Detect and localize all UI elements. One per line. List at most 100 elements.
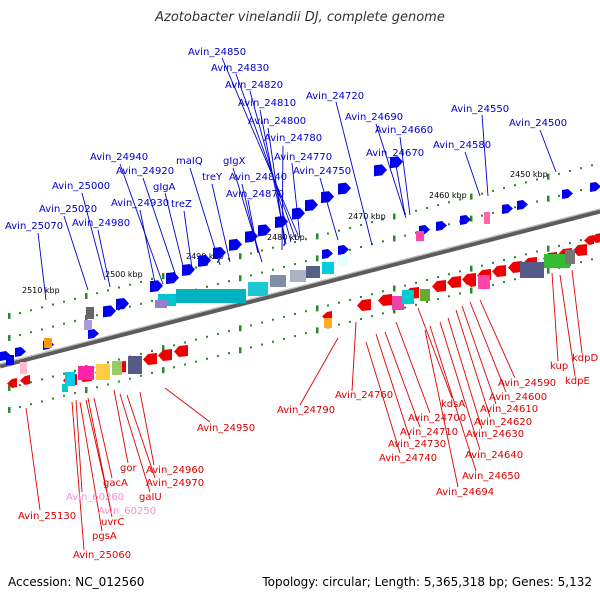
gene-label[interactable]: Avin_24950 — [197, 423, 255, 434]
gene-label[interactable]: gIgA — [153, 182, 176, 193]
gene-label[interactable]: Avin_24640 — [465, 450, 523, 461]
feature-block — [62, 384, 68, 392]
gene-label[interactable]: Avin_24800 — [248, 116, 306, 127]
gene-label[interactable]: Avin_60250 — [98, 506, 156, 517]
gene-label[interactable]: Avin_24750 — [293, 166, 351, 177]
gene-label[interactable]: gaIU — [139, 492, 162, 503]
leader-line — [559, 274, 576, 377]
gene-label[interactable]: Avin_24870 — [226, 189, 284, 200]
gene-label[interactable]: Avin_60260 — [66, 492, 124, 503]
gene-label[interactable]: treZ — [171, 199, 192, 210]
gene-label[interactable]: Avin_25130 — [18, 511, 76, 522]
tick-mark — [30, 309, 32, 312]
tick-mark — [536, 178, 538, 181]
forward-arrow — [338, 245, 349, 255]
tick-mark — [96, 314, 98, 317]
gene-label[interactable]: gacA — [103, 478, 128, 489]
leader-line — [464, 151, 481, 197]
gene-label[interactable]: Avin_24550 — [451, 104, 509, 115]
gene-label[interactable]: Avin_24590 — [498, 378, 556, 389]
gene-label[interactable]: Avin_25020 — [39, 204, 97, 215]
tick-mark — [85, 387, 88, 394]
gene-label[interactable]: Avin_25000 — [52, 181, 110, 192]
forward-arrow — [517, 200, 528, 210]
tick-mark — [30, 403, 32, 406]
gene-label[interactable]: Avin_24960 — [146, 465, 204, 476]
gene-label[interactable]: kdpE — [565, 376, 590, 387]
feature-block — [176, 289, 246, 303]
tick-mark — [52, 397, 54, 400]
tick-mark — [250, 252, 252, 255]
gene-label[interactable]: Avin_24830 — [211, 63, 269, 74]
reverse-arrow — [174, 345, 188, 357]
tick-mark — [228, 280, 230, 283]
gene-label[interactable]: gIgX — [223, 156, 246, 167]
gene-label[interactable]: Avin_24500 — [509, 118, 567, 129]
feature-block — [324, 318, 332, 328]
gene-label[interactable]: Avin_24670 — [366, 148, 424, 159]
forward-arrow — [322, 249, 333, 259]
gene-label[interactable]: kup — [550, 361, 568, 372]
gene-label[interactable]: Avin_24940 — [90, 152, 148, 163]
reverse-arrow — [158, 349, 172, 361]
gene-label[interactable]: gor — [120, 463, 137, 474]
gene-label[interactable]: Avin_24850 — [188, 47, 246, 58]
gene-label[interactable]: Avin_24760 — [335, 390, 393, 401]
gene-label[interactable]: Avin_24920 — [116, 166, 174, 177]
gene-label[interactable]: Avin_24970 — [146, 478, 204, 489]
gene-label[interactable]: treY — [202, 172, 223, 183]
tick-mark — [547, 245, 550, 252]
tick-mark — [52, 375, 54, 378]
gene-label[interactable]: Avin_24790 — [277, 405, 335, 416]
gene-label[interactable]: Avin_24600 — [489, 392, 547, 403]
gene-label[interactable]: Avin_25070 — [5, 221, 63, 232]
tick-mark — [239, 253, 242, 260]
gene-label[interactable]: Avin_24630 — [466, 429, 524, 440]
leader-line — [247, 199, 259, 254]
leader-line — [75, 399, 83, 493]
tick-mark — [316, 327, 319, 334]
gene-label[interactable]: Avin_24840 — [229, 172, 287, 183]
tick-mark — [305, 310, 307, 313]
tick-mark — [404, 234, 406, 237]
leader-line — [126, 394, 156, 479]
gene-label[interactable]: Avin_24700 — [408, 413, 466, 424]
gene-label[interactable]: kdsA — [441, 399, 465, 410]
gene-label[interactable]: Avin_24930 — [111, 198, 169, 209]
reverse-arrow — [508, 261, 522, 273]
gene-label[interactable]: Avin_24650 — [462, 471, 520, 482]
gene-label[interactable]: Avin_24694 — [436, 487, 494, 498]
gene-label[interactable]: Avin_24690 — [345, 112, 403, 123]
gene-label[interactable]: Avin_24710 — [400, 427, 458, 438]
gene-label[interactable]: Avin_25060 — [73, 550, 131, 561]
gene-label[interactable]: Avin_24730 — [388, 439, 446, 450]
gene-label[interactable]: Avin_24810 — [238, 98, 296, 109]
gene-label[interactable]: uvrC — [101, 517, 124, 528]
gene-label[interactable]: maIQ — [176, 156, 203, 167]
leader-line — [164, 387, 211, 423]
gene-label[interactable]: Avin_24580 — [433, 140, 491, 151]
forward-arrow — [229, 238, 242, 251]
tick-mark — [272, 318, 274, 321]
gene-label[interactable]: Avin_24780 — [264, 133, 322, 144]
gene-label[interactable]: Avin_24980 — [72, 218, 130, 229]
gene-label[interactable]: Avin_24660 — [375, 125, 433, 136]
tick-mark — [261, 321, 263, 324]
leader-line — [461, 305, 497, 405]
gene-label[interactable]: Avin_24770 — [274, 152, 332, 163]
tick-mark — [30, 331, 32, 334]
gene-label[interactable]: Avin_24610 — [480, 404, 538, 415]
genome-title: Azotobacter vinelandii DJ, complete geno… — [155, 10, 445, 25]
tick-mark — [470, 287, 473, 294]
gene-label[interactable]: Avin_24820 — [225, 80, 283, 91]
tick-mark — [393, 235, 396, 242]
tick-mark — [393, 307, 396, 314]
tick-mark — [151, 349, 153, 352]
gene-label[interactable]: kdpD — [572, 353, 598, 364]
gene-label[interactable]: pgsA — [92, 531, 117, 542]
gene-label[interactable]: Avin_24620 — [474, 417, 532, 428]
gene-label[interactable]: Avin_24720 — [306, 91, 364, 102]
gene-label[interactable]: Avin_24740 — [379, 453, 437, 464]
feature-block — [248, 282, 268, 296]
